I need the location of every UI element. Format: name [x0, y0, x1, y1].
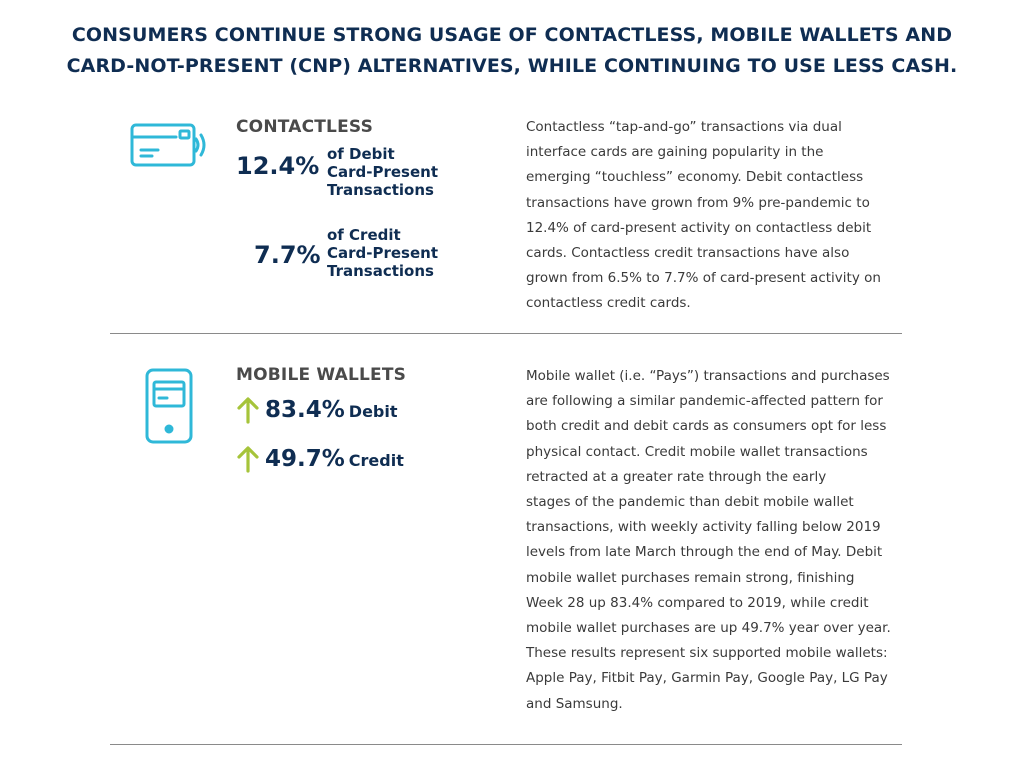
mobile-wallets-body-line: stages of the pandemic than debit mobile… [526, 494, 854, 511]
mobile-wallet-credit-label: Credit [348, 451, 404, 470]
mobile-wallets-body-line: mobile wallet purchases are up 49.7% yea… [526, 620, 891, 637]
mobile-wallets-body-line: These results represent six supported mo… [526, 645, 888, 662]
up-arrow-icon [236, 396, 260, 424]
contactless-debit-desc-line-2: Card-Present [327, 163, 439, 181]
mobile-wallets-body-line: Mobile wallet (i.e. “Pays”) transactions… [526, 368, 890, 384]
contactless-credit-desc-line-2: Card-Present [327, 244, 439, 262]
headline-line-2: CARD-NOT-PRESENT (CNP) ALTERNATIVES, WHI… [66, 55, 958, 77]
contactless-body-line: grown from 6.5% to 7.7% of card-present … [526, 270, 881, 287]
mobile-wallets-title: MOBILE WALLETS [236, 365, 407, 385]
mobile-wallets-body-line: Week 28 up 83.4% compared to 2019, while… [526, 594, 869, 611]
contactless-body-text: Contactless “tap-and-go” transactions vi… [526, 115, 881, 317]
mobile-wallets-body-line: both credit and debit cards as consumers… [526, 418, 887, 435]
mobile-wallets-body-line: mobile wallet purchases remain strong, f… [526, 569, 855, 586]
contactless-title: CONTACTLESS [236, 117, 374, 137]
contactless-body-line: transactions have grown from 9% pre-pand… [526, 194, 870, 211]
mobile-wallet-debit-value: 83.4% [265, 397, 345, 423]
contactless-body-line: 12.4% of card-present activity on contac… [526, 219, 872, 236]
mobile-wallets-body-text: Mobile wallet (i.e. “Pays”) transactions… [526, 364, 891, 717]
headline-line-1: CONSUMERS CONTINUE STRONG USAGE OF CONTA… [71, 24, 953, 46]
contactless-credit-value: 7.7% [254, 241, 321, 269]
contactless-body-line: Contactless “tap-and-go” transactions vi… [526, 119, 842, 135]
contactless-body-line: emerging “touchless” economy. Debit cont… [526, 169, 864, 186]
up-arrow-icon [236, 445, 260, 473]
contactless-debit-desc-line-1: of Debit [327, 145, 395, 163]
mobile-wallets-body-line: retracted at a greater rate through the … [526, 468, 827, 485]
mobile-wallets-body-line: physical contact. Credit mobile wallet t… [526, 443, 868, 460]
mobile-phone-card-icon [145, 368, 193, 444]
contactless-debit-value: 12.4% [236, 152, 320, 180]
mobile-wallets-body-line: are following a similar pandemic-affecte… [526, 393, 883, 410]
mobile-wallet-credit-value: 49.7% [265, 446, 345, 472]
page-headline: CONSUMERS CONTINUE STRONG USAGE OF CONTA… [40, 20, 984, 82]
contactless-body-line: cards. Contactless credit transactions h… [526, 245, 850, 262]
section-divider [110, 744, 902, 745]
contactless-debit-description: of Debit Card-Present Transactions [327, 145, 438, 199]
mobile-wallets-body-line: Apple Pay, Fitbit Pay, Garmin Pay, Googl… [526, 670, 888, 687]
contactless-card-icon [130, 119, 212, 169]
mobile-wallet-debit-label: Debit [348, 402, 398, 421]
mobile-wallets-body-line: and Samsung. [526, 695, 623, 712]
mobile-wallet-debit-stat: 83.4% Debit [265, 397, 398, 423]
contactless-body-line: interface cards are gaining popularity i… [526, 144, 824, 161]
contactless-credit-desc-line-1: of Credit [327, 226, 401, 244]
section-divider [110, 333, 902, 334]
contactless-debit-desc-line-3: Transactions [327, 181, 434, 199]
contactless-credit-desc-line-3: Transactions [327, 262, 434, 280]
contactless-credit-description: of Credit Card-Present Transactions [327, 226, 438, 280]
contactless-body-line: contactless credit cards. [526, 295, 691, 312]
mobile-wallets-body-line: levels from late March through the end o… [526, 544, 883, 561]
mobile-wallet-credit-stat: 49.7% Credit [265, 446, 404, 472]
mobile-wallets-body-line: transactions, with weekly activity falli… [526, 519, 881, 536]
